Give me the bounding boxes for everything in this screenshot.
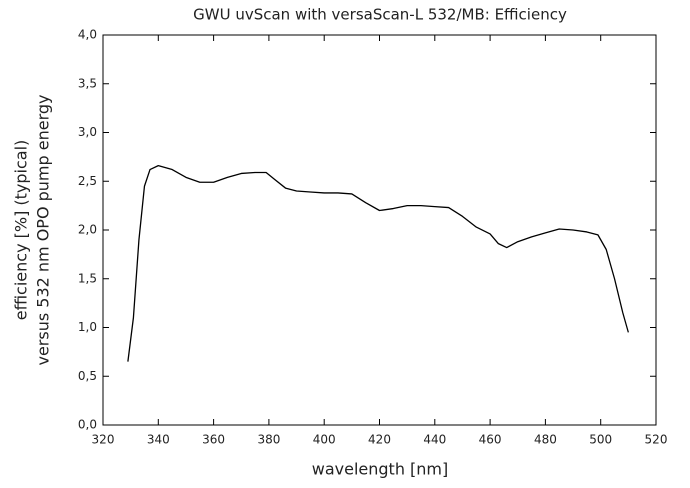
y-tick-label: 2,0 bbox=[78, 223, 97, 237]
y-tick-label: 3,0 bbox=[78, 125, 97, 139]
y-tick-label: 2,5 bbox=[78, 174, 97, 188]
y-tick-label: 0,5 bbox=[78, 369, 97, 383]
y-axis-label: versus 532 nm OPO pump energy bbox=[34, 94, 53, 365]
chart-title: GWU uvScan with versaScan-L 532/MB: Effi… bbox=[193, 6, 567, 24]
x-tick-label: 360 bbox=[202, 433, 225, 447]
y-tick-label: 0,0 bbox=[78, 418, 97, 432]
x-tick-label: 480 bbox=[534, 433, 557, 447]
x-tick-label: 320 bbox=[92, 433, 115, 447]
x-tick-label: 420 bbox=[368, 433, 391, 447]
y-tick-label: 1,0 bbox=[78, 320, 97, 334]
data-line bbox=[127, 165, 629, 362]
y-tick-label: 4,0 bbox=[78, 28, 97, 42]
x-tick-label: 500 bbox=[589, 433, 612, 447]
y-tick-label: 3,5 bbox=[78, 76, 97, 90]
x-tick-label: 460 bbox=[479, 433, 502, 447]
x-tick-label: 340 bbox=[147, 433, 170, 447]
x-tick-label: 520 bbox=[645, 433, 668, 447]
y-tick-label: 1,5 bbox=[78, 271, 97, 285]
x-tick-label: 400 bbox=[313, 433, 336, 447]
x-axis-label: wavelength [nm] bbox=[312, 460, 449, 479]
x-tick-label: 440 bbox=[423, 433, 446, 447]
x-tick-label: 380 bbox=[257, 433, 280, 447]
y-axis-label: efficiency [%] (typical) bbox=[12, 140, 31, 321]
